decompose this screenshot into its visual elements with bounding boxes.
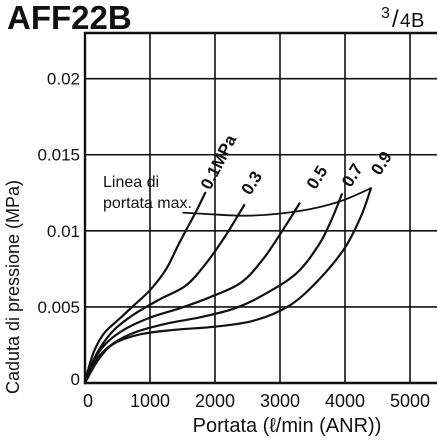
y-tick-label: 0 <box>71 370 80 389</box>
grid <box>85 33 437 383</box>
port-size-label: 3 / 4 B <box>381 5 424 33</box>
x-axis-label: Portata (ℓ/min (ANR)) <box>193 415 382 437</box>
pressure-curve-1 <box>83 191 207 385</box>
max-flow-label-line-1: Linea di <box>103 174 159 191</box>
x-tick-label: 5000 <box>390 391 430 411</box>
y-tick-label: 0.015 <box>37 146 80 165</box>
x-tick-label: 4000 <box>325 391 365 411</box>
x-tick-label: 2000 <box>195 391 235 411</box>
tick-labels: 0 0.005 0.01 0.015 0.02 0 1000 2000 3000 4000 5000 <box>37 70 430 411</box>
chart-title: AFF22B <box>7 0 132 36</box>
port-size-numerator: 3 <box>381 5 390 22</box>
max-flow-line <box>182 187 372 217</box>
port-size-suffix: B <box>411 10 424 32</box>
max-flow-label-line-2: portata max. <box>103 195 192 212</box>
port-size-denominator: 4 <box>400 11 411 32</box>
y-axis-label: Caduta di pressione (MPa) <box>3 180 23 394</box>
y-tick-label: 0.005 <box>37 298 80 317</box>
y-tick-label: 0.01 <box>47 222 80 241</box>
pressure-curves <box>83 187 373 385</box>
port-size-slash: / <box>392 6 399 33</box>
x-tick-label: 0 <box>83 391 93 411</box>
x-tick-label: 1000 <box>130 391 170 411</box>
max-flow-annotation: Linea di portata max. <box>103 174 372 217</box>
pressure-curve-3 <box>83 202 301 385</box>
plot-frame <box>83 31 437 385</box>
x-tick-label: 3000 <box>260 391 300 411</box>
pressure-curve-5 <box>83 187 373 385</box>
y-tick-label: 0.02 <box>47 70 80 89</box>
